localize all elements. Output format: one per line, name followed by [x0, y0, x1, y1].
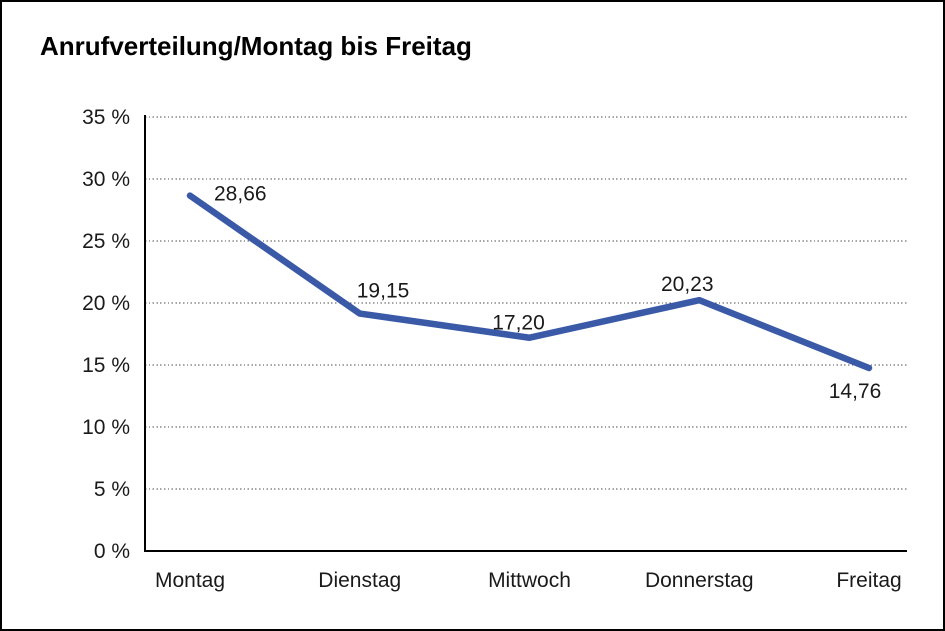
data-point-label: 28,66 — [214, 183, 267, 206]
y-tick-label: 5 % — [94, 478, 130, 501]
data-point-label: 17,20 — [492, 312, 545, 335]
data-point-label: 19,15 — [357, 280, 410, 303]
x-category-label: Mittwoch — [488, 569, 571, 592]
y-tick-label: 0 % — [94, 540, 130, 563]
data-point-label: 14,76 — [829, 380, 882, 403]
y-tick-label: 25 % — [82, 230, 130, 253]
x-category-label: Donnerstag — [645, 569, 754, 592]
y-tick-label: 30 % — [82, 168, 130, 191]
data-point-label: 20,23 — [661, 273, 714, 296]
y-tick-label: 10 % — [82, 416, 130, 439]
y-tick-label: 35 % — [82, 106, 130, 129]
x-category-label: Dienstag — [318, 569, 401, 592]
chart-title: Anrufverteilung/Montag bis Freitag — [40, 31, 472, 61]
data-line — [186, 192, 873, 372]
x-category-label: Freitag — [836, 569, 901, 592]
x-category-label: Montag — [155, 569, 225, 592]
y-tick-label: 15 % — [82, 354, 130, 377]
y-tick-label: 20 % — [82, 292, 130, 315]
